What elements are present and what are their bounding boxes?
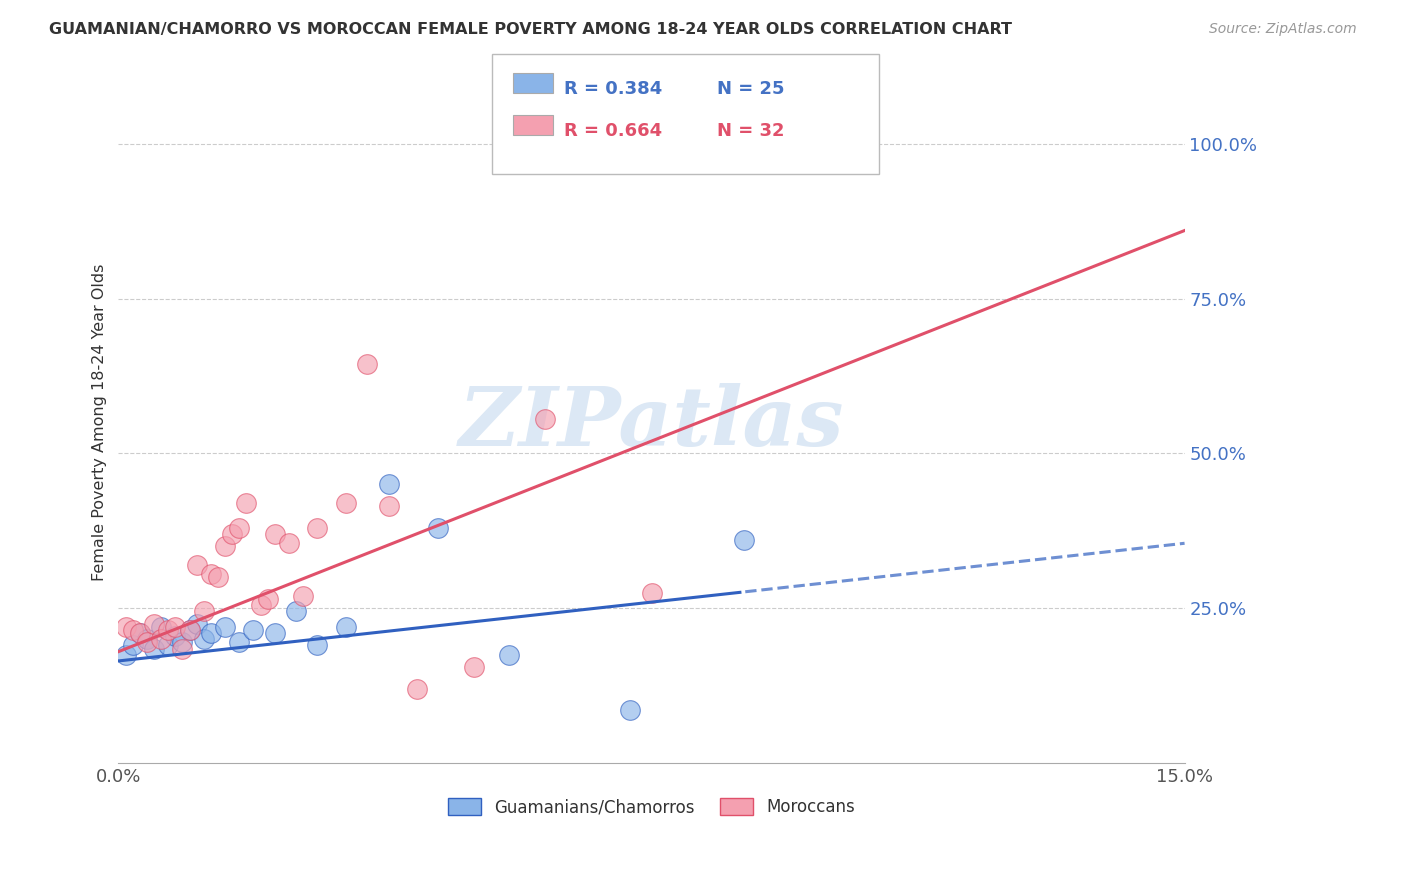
Point: [179, 623, 201, 637]
Point: [463, 660, 485, 674]
Point: [157, 623, 180, 637]
Text: ZIPatlas: ZIPatlas: [458, 383, 844, 463]
Point: [377, 477, 399, 491]
Point: [179, 623, 201, 637]
Point: [307, 639, 329, 653]
Point: [128, 626, 150, 640]
Point: [249, 598, 271, 612]
Point: [165, 629, 187, 643]
Point: [121, 639, 143, 653]
Point: [193, 632, 215, 647]
Point: [143, 641, 166, 656]
Point: [200, 626, 222, 640]
Legend: Guamanians/Chamorros, Moroccans: Guamanians/Chamorros, Moroccans: [441, 791, 862, 823]
Point: [534, 412, 557, 426]
Point: [214, 540, 236, 554]
Point: [172, 641, 194, 656]
Point: [427, 521, 450, 535]
Point: [221, 527, 243, 541]
Point: [307, 521, 329, 535]
Point: [128, 626, 150, 640]
Point: [135, 635, 157, 649]
Point: [121, 623, 143, 637]
Point: [406, 681, 429, 696]
Point: [278, 536, 301, 550]
Point: [263, 626, 285, 640]
Y-axis label: Female Poverty Among 18-24 Year Olds: Female Poverty Among 18-24 Year Olds: [93, 264, 107, 582]
Point: [256, 592, 278, 607]
Point: [186, 616, 208, 631]
Point: [150, 632, 173, 647]
Point: [150, 620, 173, 634]
Point: [228, 521, 250, 535]
Point: [193, 604, 215, 618]
Point: [335, 620, 357, 634]
Point: [377, 499, 399, 513]
Point: [242, 623, 264, 637]
Point: [114, 648, 136, 662]
Point: [172, 635, 194, 649]
Point: [292, 589, 315, 603]
Point: [157, 639, 180, 653]
Text: N = 32: N = 32: [717, 122, 785, 140]
Point: [235, 496, 257, 510]
Point: [733, 533, 755, 548]
Point: [498, 648, 520, 662]
Point: [285, 604, 308, 618]
Point: [207, 570, 229, 584]
Text: R = 0.664: R = 0.664: [564, 122, 662, 140]
Point: [200, 567, 222, 582]
Point: [114, 620, 136, 634]
Text: GUAMANIAN/CHAMORRO VS MOROCCAN FEMALE POVERTY AMONG 18-24 YEAR OLDS CORRELATION : GUAMANIAN/CHAMORRO VS MOROCCAN FEMALE PO…: [49, 22, 1012, 37]
Point: [214, 620, 236, 634]
Point: [640, 586, 662, 600]
Point: [186, 558, 208, 572]
Point: [263, 527, 285, 541]
Text: R = 0.384: R = 0.384: [564, 80, 662, 98]
Point: [143, 616, 166, 631]
Point: [335, 496, 357, 510]
Point: [135, 632, 157, 647]
Text: N = 25: N = 25: [717, 80, 785, 98]
Point: [782, 136, 804, 151]
Point: [356, 357, 378, 371]
Point: [228, 635, 250, 649]
Point: [619, 704, 641, 718]
Text: Source: ZipAtlas.com: Source: ZipAtlas.com: [1209, 22, 1357, 37]
Point: [165, 620, 187, 634]
